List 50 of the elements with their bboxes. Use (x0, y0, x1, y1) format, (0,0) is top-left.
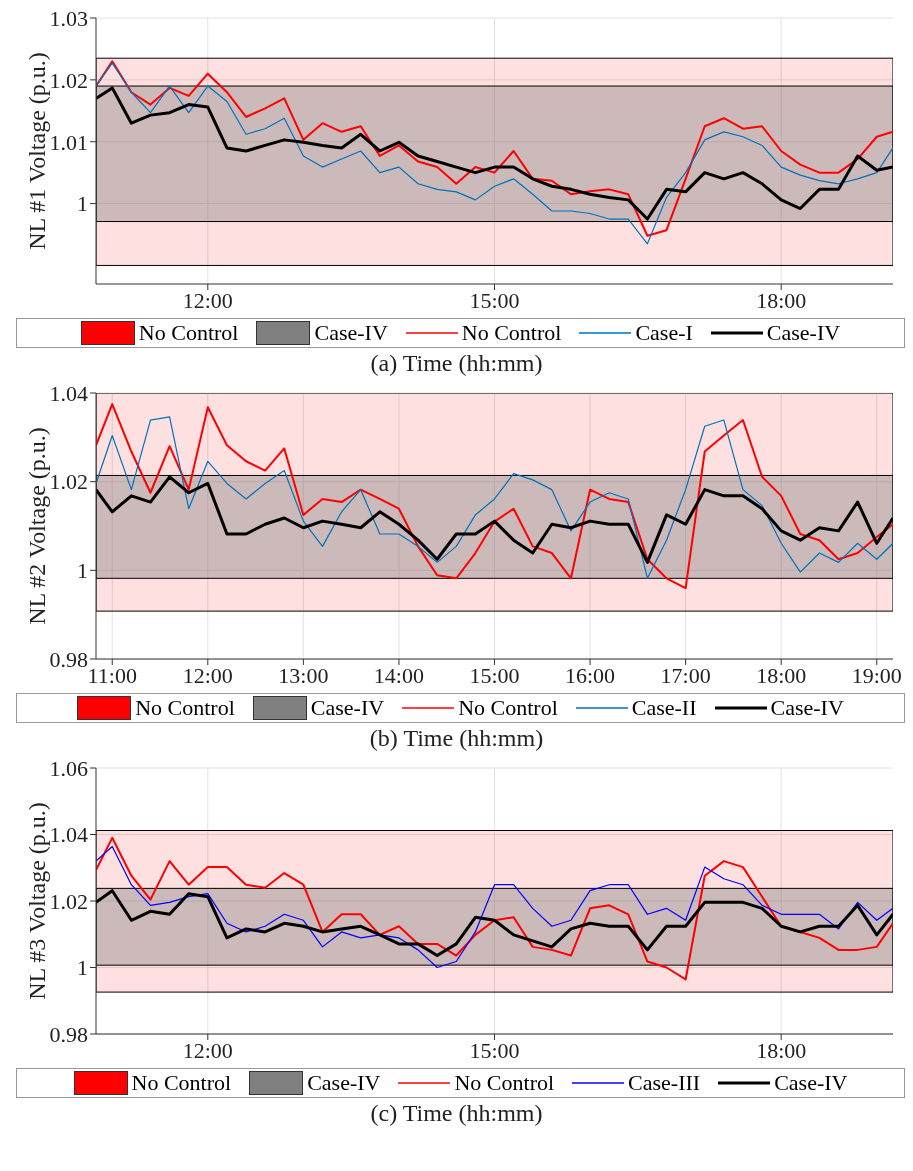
legend-label: Case-IV (307, 1070, 381, 1096)
x-axis-title: (a) Time (hh:mm) (369, 350, 544, 377)
y-tick-label: 1.06 (49, 755, 88, 781)
y-axis-title: NL #2 Voltage (p.u.) (23, 427, 50, 625)
x-tick-label: 13:00 (278, 662, 329, 688)
y-tick-label: 1.01 (49, 129, 88, 155)
y-tick-label: 1.04 (49, 380, 88, 406)
y-tick-label: 1.02 (49, 67, 88, 93)
x-tick-label: 15:00 (469, 1037, 520, 1063)
legend-label: Case-IV (310, 695, 385, 721)
x-tick-label: 11:00 (87, 662, 137, 688)
x-tick-label: 16:00 (565, 662, 616, 688)
legend-label: No Control (458, 695, 558, 721)
legend-label: No Control (138, 320, 239, 346)
x-tick-label: 18:00 (756, 287, 807, 313)
x-axis-title: (c) Time (hh:mm) (369, 1100, 544, 1127)
y-tick-label: 1 (77, 558, 88, 584)
x-tick-label: 14:00 (373, 662, 424, 688)
x-tick-label: 15:00 (469, 662, 520, 688)
legend-label: Case-III (628, 1070, 701, 1096)
legend-label: Case-I (635, 320, 693, 346)
x-tick-label: 18:00 (756, 662, 807, 688)
x-axis-title: (b) Time (hh:mm) (368, 725, 545, 752)
y-tick-label: 1.03 (49, 5, 88, 31)
legend-label: Case-II (631, 695, 697, 721)
x-tick-label: 18:00 (756, 1037, 807, 1063)
x-tick-label: 12:00 (182, 662, 233, 688)
y-tick-label: 1.02 (49, 888, 88, 914)
legend-label: No Control (135, 695, 235, 721)
x-tick-label: 15:00 (469, 287, 520, 313)
y-tick-label: 1.02 (49, 469, 88, 495)
y-axis-title: NL #1 Voltage (p.u.) (23, 52, 50, 250)
y-tick-label: 1 (77, 191, 88, 217)
y-axis-title: NL #3 Voltage (p.u.) (23, 802, 50, 1000)
legend-label: Case-IV (766, 320, 841, 346)
legend-label: No Control (131, 1070, 232, 1096)
legend-label: Case-IV (770, 695, 844, 721)
legend-label: No Control (461, 320, 562, 346)
line-series (96, 475, 893, 564)
legend-label: No Control (454, 1070, 555, 1096)
legend-label: Case-IV (314, 320, 388, 346)
y-tick-label: 1.04 (49, 822, 88, 848)
x-tick-label: 19:00 (851, 662, 902, 688)
x-tick-label: 17:00 (660, 662, 711, 688)
x-tick-label: 12:00 (182, 1037, 233, 1063)
y-tick-label: 0.98 (49, 1021, 88, 1047)
y-tick-label: 1 (77, 955, 88, 981)
x-tick-label: 12:00 (182, 287, 233, 313)
y-tick-label: 0.98 (49, 646, 88, 672)
legend-label: Case-IV (774, 1070, 848, 1096)
